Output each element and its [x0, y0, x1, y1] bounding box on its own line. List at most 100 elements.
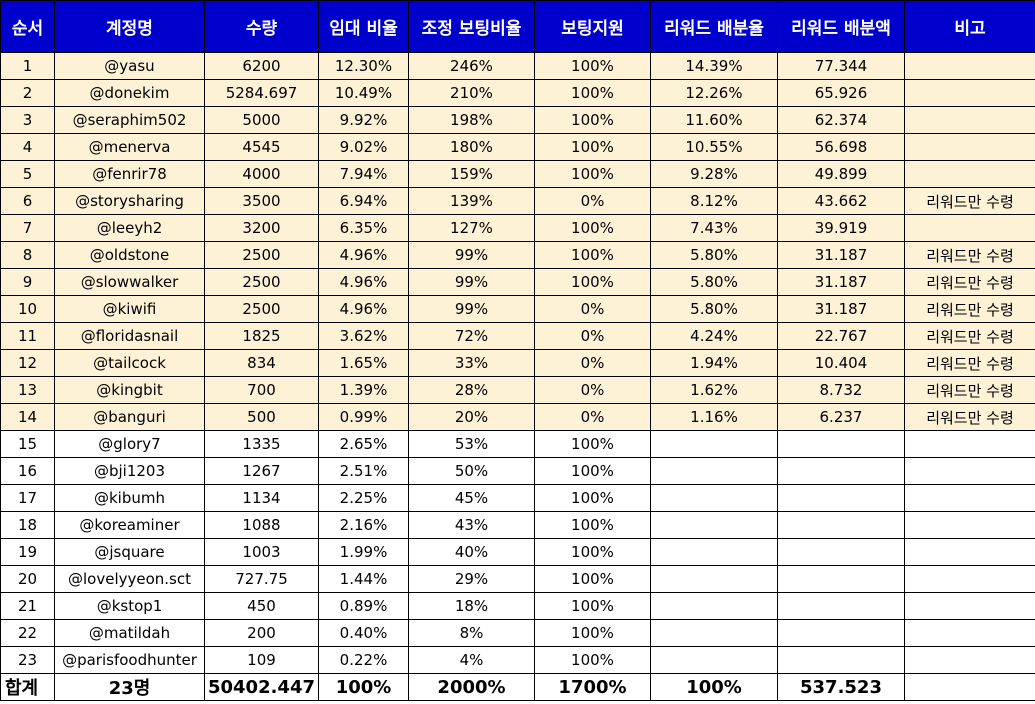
cell-account-name[interactable]: @slowwalker: [54, 268, 205, 296]
cell-adjusted-voting-ratio[interactable]: 99%: [408, 241, 535, 269]
cell-voting-support[interactable]: 100%: [534, 214, 651, 242]
cell-order[interactable]: 1: [0, 52, 55, 80]
cell-account-name[interactable]: @leeyh2: [54, 214, 205, 242]
cell-lease-ratio[interactable]: 9.02%: [318, 133, 409, 161]
cell-remarks[interactable]: [904, 133, 1035, 161]
cell-order[interactable]: 4: [0, 133, 55, 161]
cell-reward-amount[interactable]: 10.404: [777, 349, 905, 377]
cell-reward-share-rate[interactable]: 11.60%: [650, 106, 778, 134]
cell-reward-share-rate[interactable]: [650, 646, 778, 674]
cell-quantity[interactable]: 1003: [204, 538, 319, 566]
cell-reward-amount[interactable]: 43.662: [777, 187, 905, 215]
cell-voting-support[interactable]: 100%: [534, 160, 651, 188]
cell-reward-amount[interactable]: 6.237: [777, 403, 905, 431]
cell-account-name[interactable]: @kingbit: [54, 376, 205, 404]
totals-account-count[interactable]: 23명: [54, 673, 205, 701]
cell-lease-ratio[interactable]: 0.40%: [318, 619, 409, 647]
cell-account-name[interactable]: @menerva: [54, 133, 205, 161]
cell-lease-ratio[interactable]: 12.30%: [318, 52, 409, 80]
cell-order[interactable]: 10: [0, 295, 55, 323]
cell-voting-support[interactable]: 100%: [534, 430, 651, 458]
cell-adjusted-voting-ratio[interactable]: 72%: [408, 322, 535, 350]
cell-adjusted-voting-ratio[interactable]: 180%: [408, 133, 535, 161]
cell-reward-amount[interactable]: 77.344: [777, 52, 905, 80]
cell-voting-support[interactable]: 100%: [534, 484, 651, 512]
cell-lease-ratio[interactable]: 1.39%: [318, 376, 409, 404]
cell-quantity[interactable]: 200: [204, 619, 319, 647]
cell-reward-amount[interactable]: [777, 457, 905, 485]
cell-remarks[interactable]: [904, 160, 1035, 188]
cell-voting-support[interactable]: 0%: [534, 322, 651, 350]
cell-account-name[interactable]: @kibumh: [54, 484, 205, 512]
header-reward-amount[interactable]: 리워드 배분액: [777, 0, 905, 53]
cell-adjusted-voting-ratio[interactable]: 246%: [408, 52, 535, 80]
cell-account-name[interactable]: @glory7: [54, 430, 205, 458]
cell-remarks[interactable]: 리워드만 수령: [904, 295, 1035, 323]
header-order[interactable]: 순서: [0, 0, 55, 53]
cell-quantity[interactable]: 834: [204, 349, 319, 377]
cell-lease-ratio[interactable]: 0.22%: [318, 646, 409, 674]
cell-reward-share-rate[interactable]: 4.24%: [650, 322, 778, 350]
cell-voting-support[interactable]: 100%: [534, 52, 651, 80]
header-reward-share-rate[interactable]: 리워드 배분율: [650, 0, 778, 53]
cell-lease-ratio[interactable]: 1.99%: [318, 538, 409, 566]
cell-reward-amount[interactable]: 22.767: [777, 322, 905, 350]
cell-voting-support[interactable]: 100%: [534, 619, 651, 647]
cell-quantity[interactable]: 109: [204, 646, 319, 674]
cell-order[interactable]: 12: [0, 349, 55, 377]
cell-lease-ratio[interactable]: 4.96%: [318, 241, 409, 269]
cell-remarks[interactable]: [904, 565, 1035, 593]
cell-voting-support[interactable]: 0%: [534, 403, 651, 431]
cell-account-name[interactable]: @oldstone: [54, 241, 205, 269]
cell-quantity[interactable]: 700: [204, 376, 319, 404]
cell-account-name[interactable]: @kiwifi: [54, 295, 205, 323]
cell-reward-share-rate[interactable]: [650, 430, 778, 458]
cell-account-name[interactable]: @donekim: [54, 79, 205, 107]
cell-adjusted-voting-ratio[interactable]: 159%: [408, 160, 535, 188]
cell-quantity[interactable]: 3200: [204, 214, 319, 242]
cell-adjusted-voting-ratio[interactable]: 8%: [408, 619, 535, 647]
cell-remarks[interactable]: [904, 430, 1035, 458]
cell-lease-ratio[interactable]: 1.65%: [318, 349, 409, 377]
cell-order[interactable]: 5: [0, 160, 55, 188]
cell-quantity[interactable]: 2500: [204, 268, 319, 296]
cell-remarks[interactable]: 리워드만 수령: [904, 187, 1035, 215]
cell-reward-share-rate[interactable]: 5.80%: [650, 241, 778, 269]
cell-remarks[interactable]: [904, 592, 1035, 620]
cell-order[interactable]: 15: [0, 430, 55, 458]
cell-voting-support[interactable]: 0%: [534, 376, 651, 404]
cell-remarks[interactable]: 리워드만 수령: [904, 322, 1035, 350]
cell-reward-amount[interactable]: [777, 565, 905, 593]
cell-reward-amount[interactable]: [777, 646, 905, 674]
cell-voting-support[interactable]: 100%: [534, 646, 651, 674]
cell-reward-share-rate[interactable]: 8.12%: [650, 187, 778, 215]
cell-remarks[interactable]: 리워드만 수령: [904, 349, 1035, 377]
cell-adjusted-voting-ratio[interactable]: 33%: [408, 349, 535, 377]
header-account-name[interactable]: 계정명: [54, 0, 205, 53]
cell-adjusted-voting-ratio[interactable]: 210%: [408, 79, 535, 107]
cell-order[interactable]: 20: [0, 565, 55, 593]
cell-reward-share-rate[interactable]: [650, 565, 778, 593]
cell-lease-ratio[interactable]: 9.92%: [318, 106, 409, 134]
cell-order[interactable]: 23: [0, 646, 55, 674]
cell-adjusted-voting-ratio[interactable]: 139%: [408, 187, 535, 215]
cell-reward-amount[interactable]: [777, 484, 905, 512]
cell-account-name[interactable]: @jsquare: [54, 538, 205, 566]
cell-reward-share-rate[interactable]: 9.28%: [650, 160, 778, 188]
cell-reward-share-rate[interactable]: 1.94%: [650, 349, 778, 377]
cell-lease-ratio[interactable]: 1.44%: [318, 565, 409, 593]
cell-order[interactable]: 2: [0, 79, 55, 107]
totals-label[interactable]: 합계: [0, 673, 55, 701]
header-voting-support[interactable]: 보팅지원: [534, 0, 651, 53]
cell-order[interactable]: 6: [0, 187, 55, 215]
cell-quantity[interactable]: 2500: [204, 241, 319, 269]
cell-quantity[interactable]: 1134: [204, 484, 319, 512]
totals-reward-amount[interactable]: 537.523: [777, 673, 905, 701]
cell-adjusted-voting-ratio[interactable]: 99%: [408, 295, 535, 323]
cell-reward-amount[interactable]: 65.926: [777, 79, 905, 107]
cell-adjusted-voting-ratio[interactable]: 50%: [408, 457, 535, 485]
cell-account-name[interactable]: @matildah: [54, 619, 205, 647]
cell-account-name[interactable]: @banguri: [54, 403, 205, 431]
cell-order[interactable]: 13: [0, 376, 55, 404]
cell-remarks[interactable]: 리워드만 수령: [904, 376, 1035, 404]
